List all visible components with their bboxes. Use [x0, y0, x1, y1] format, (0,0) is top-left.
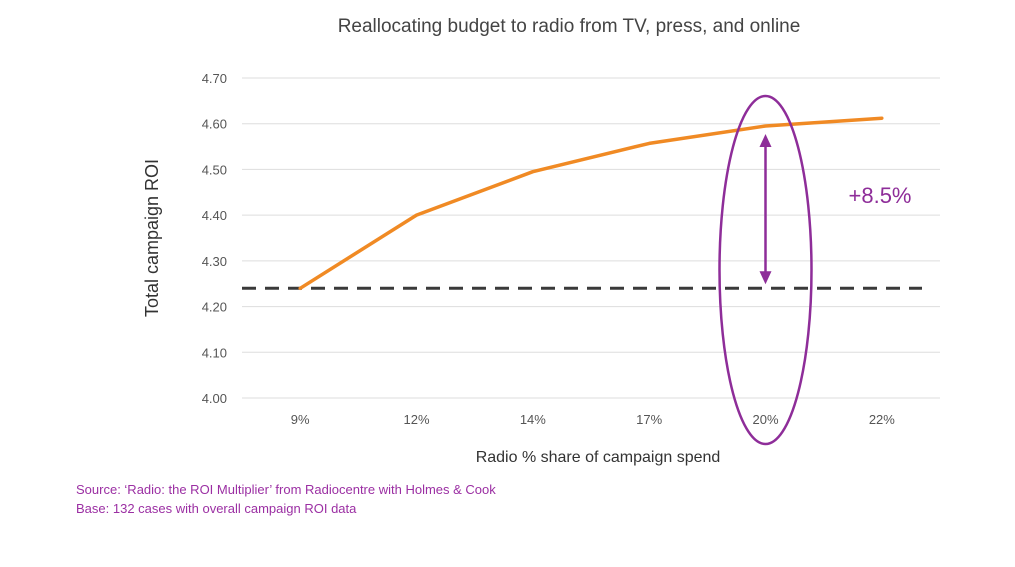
- x-tick-label: 20%: [752, 412, 778, 427]
- x-tick-label: 17%: [636, 412, 662, 427]
- y-tick-label: 4.00: [202, 391, 227, 406]
- arrow-head-bottom: [759, 271, 772, 285]
- y-tick-label: 4.10: [202, 345, 227, 360]
- highlight-ellipse: [718, 94, 813, 446]
- roi-series-line: [298, 116, 884, 291]
- base-note: Base: 132 cases with overall campaign RO…: [76, 501, 357, 516]
- y-axis-label: Total campaign ROI: [142, 159, 162, 317]
- x-axis-ticks: 9% 12% 14% 17% 20% 22%: [291, 412, 896, 427]
- y-tick-label: 4.70: [202, 71, 227, 86]
- chart-title: Reallocating budget to radio from TV, pr…: [337, 16, 801, 37]
- uplift-label: +8.5%: [849, 183, 912, 208]
- x-axis-label: Radio % share of campaign spend: [476, 449, 721, 466]
- y-tick-label: 4.40: [202, 208, 227, 223]
- x-tick-label: 14%: [520, 412, 546, 427]
- source-note: Source: ‘Radio: the ROI Multiplier’ from…: [76, 482, 496, 497]
- y-tick-label: 4.30: [202, 254, 227, 269]
- annotation-group: +8.5%: [718, 94, 912, 446]
- y-tick-label: 4.50: [202, 162, 227, 177]
- x-tick-label: 9%: [291, 412, 310, 427]
- y-axis-ticks: 4.00 4.10 4.20 4.30 4.40 4.50 4.60 4.70: [202, 71, 227, 406]
- gridlines: [242, 77, 940, 399]
- y-tick-label: 4.20: [202, 300, 227, 315]
- x-tick-label: 12%: [403, 412, 429, 427]
- x-tick-label: 22%: [869, 412, 895, 427]
- arrow-head-top: [759, 134, 772, 147]
- y-tick-label: 4.60: [202, 117, 227, 132]
